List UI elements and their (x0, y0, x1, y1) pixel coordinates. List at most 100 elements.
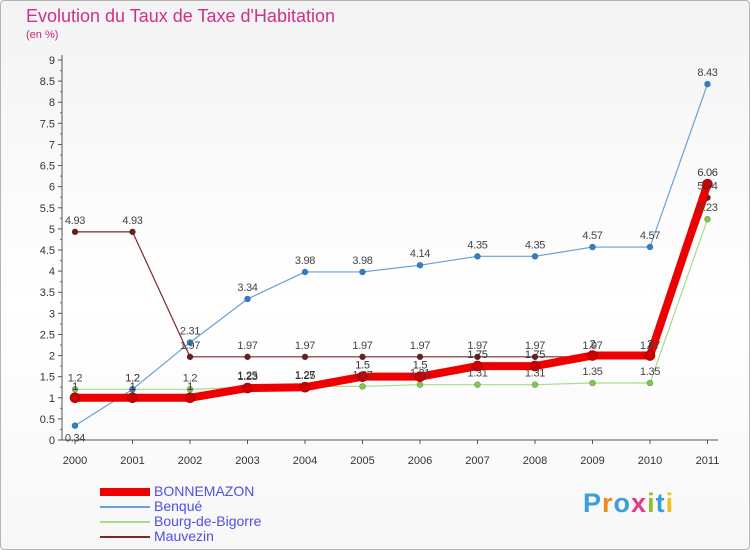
y-tick-label: 1 (49, 393, 55, 405)
data-point-mauvezin (474, 353, 481, 361)
data-point-bonnemazon (702, 178, 713, 190)
legend-label-mauvezin: Mauvezin (154, 528, 214, 544)
y-tick-label: 6 (49, 182, 55, 194)
data-label-bonnemazon: 2 (647, 339, 653, 351)
y-tick-label: 5.5 (40, 203, 55, 215)
legend-swatch-bonnemazon (100, 488, 150, 496)
legend-label-bourg-de-bigorre: Bourg-de-Bigorre (154, 513, 262, 529)
logo-letter: o (613, 488, 632, 518)
data-label-mauvezin: 1.97 (295, 340, 315, 352)
data-point-bourg-de-bigorre (589, 379, 596, 387)
data-point-bonnemazon (299, 381, 311, 393)
data-label-benqu-: 4.14 (410, 248, 430, 260)
data-point-benqu- (646, 243, 654, 251)
data-label-bonnemazon: 1.5 (413, 360, 428, 372)
data-label-benqu-: 1.2 (125, 372, 140, 384)
data-point-bourg-de-bigorre (474, 381, 481, 388)
data-label-bonnemazon: 1.25 (295, 370, 315, 382)
logo-letter: i (665, 488, 675, 518)
data-label-benqu-: 4.57 (640, 230, 660, 242)
y-tick-label: 5 (49, 224, 55, 236)
data-point-benqu- (71, 422, 79, 429)
chart-title: Evolution du Taux de Taxe d'Habitation (26, 6, 335, 26)
data-point-bourg-de-bigorre (186, 386, 194, 393)
data-label-mauvezin: 5.74 (697, 181, 717, 193)
x-tick-label: 2010 (638, 455, 662, 467)
logo-letter: x (631, 488, 648, 518)
data-point-bonnemazon (644, 350, 656, 361)
legend-swatch-mauvezin (100, 536, 150, 538)
data-point-bourg-de-bigorre (704, 215, 711, 223)
data-point-benqu- (244, 295, 251, 303)
data-point-bonnemazon (414, 371, 426, 382)
y-tick-label: 4.5 (40, 245, 55, 257)
data-point-mauvezin (359, 353, 366, 361)
data-point-benqu- (474, 253, 481, 260)
y-tick-label: 2.5 (40, 329, 55, 341)
data-label-mauvezin: 1.97 (410, 340, 430, 352)
data-label-benqu-: 0.34 (65, 433, 85, 445)
y-tick-label: 9 (49, 55, 55, 67)
data-point-benqu- (301, 268, 309, 276)
y-tick-label: 3 (49, 308, 55, 320)
data-label-mauvezin: 4.93 (122, 215, 142, 227)
x-tick-label: 2011 (696, 455, 720, 467)
data-point-bonnemazon (184, 392, 196, 404)
legend-label-bonnemazon: BONNEMAZON (154, 483, 255, 499)
y-tick-label: 2 (49, 351, 55, 363)
x-tick-label: 2008 (523, 455, 547, 467)
data-point-mauvezin (416, 353, 424, 361)
data-point-benqu- (704, 80, 711, 88)
data-point-mauvezin (301, 353, 309, 361)
x-tick-label: 2005 (350, 455, 374, 467)
data-label-bonnemazon: 1.5 (355, 360, 370, 372)
y-tick-label: 0.5 (40, 414, 55, 426)
data-label-bonnemazon: 1 (130, 381, 136, 393)
data-point-mauvezin (71, 228, 79, 236)
data-label-benqu-: 3.98 (352, 255, 372, 267)
x-tick-label: 2003 (235, 455, 259, 467)
data-label-benqu-: 4.35 (467, 239, 487, 251)
data-label-bourg-de-bigorre: 1.27 (352, 369, 372, 381)
data-label-bonnemazon: 1.75 (467, 349, 487, 361)
data-point-bonnemazon (242, 382, 253, 394)
data-point-bonnemazon (127, 392, 138, 404)
proxiti-logo: Proxiti (583, 488, 674, 519)
data-label-mauvezin: 1.97 (525, 340, 545, 352)
data-point-benqu- (589, 243, 596, 251)
data-point-mauvezin (244, 353, 251, 361)
data-label-bourg-de-bigorre: 1.27 (295, 369, 315, 381)
data-point-bonnemazon (69, 392, 81, 404)
data-label-benqu-: 4.35 (525, 239, 545, 251)
data-point-benqu- (186, 339, 194, 346)
data-label-bourg-de-bigorre: 1.2 (68, 372, 83, 384)
series-line-mauvezin (74, 197, 709, 358)
data-point-benqu- (359, 268, 366, 276)
data-point-bonnemazon (529, 360, 541, 372)
data-point-bourg-de-bigorre (416, 381, 424, 388)
data-label-bourg-de-bigorre: 1.35 (640, 366, 660, 378)
x-tick-label: 2009 (580, 455, 604, 467)
data-point-bourg-de-bigorre (531, 381, 539, 388)
x-tick-label: 2004 (293, 455, 317, 467)
data-label-benqu-: 3.98 (295, 255, 315, 267)
logo-letter: r (602, 488, 614, 518)
series-line-bonnemazon (71, 180, 712, 402)
y-tick-label: 1.5 (40, 372, 55, 384)
data-point-benqu- (416, 261, 424, 269)
data-label-mauvezin: 4.93 (65, 215, 85, 227)
data-label-bourg-de-bigorre: 1.31 (467, 368, 487, 380)
data-label-bonnemazon: 6.06 (697, 167, 717, 179)
data-label-mauvezin: 1.97 (237, 340, 257, 352)
data-point-bourg-de-bigorre (359, 383, 366, 390)
data-label-mauvezin: 1.97 (467, 340, 487, 352)
x-tick-label: 2002 (178, 455, 202, 467)
data-label-bourg-de-bigorre: 1.2 (183, 372, 198, 384)
data-label-mauvezin: 1.97 (180, 340, 200, 352)
x-tick-label: 2001 (120, 455, 144, 467)
data-label-mauvezin: 1.97 (582, 340, 602, 352)
data-label-benqu-: 2.31 (180, 325, 200, 337)
data-label-bonnemazon: 1.75 (525, 349, 545, 361)
